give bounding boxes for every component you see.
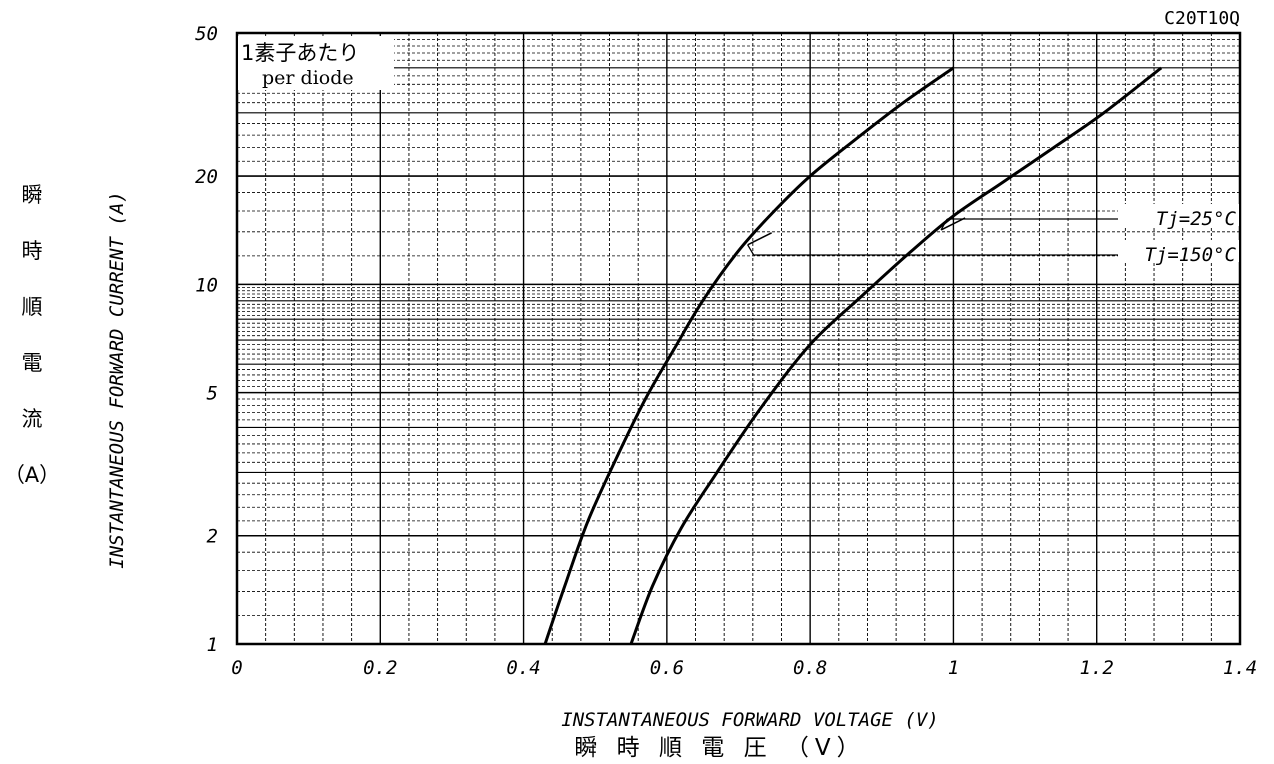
x-tick-label: 0 [231, 657, 242, 679]
x-tick-label: 1.2 [1080, 657, 1114, 679]
y-axis-title-jp-char: 時 [22, 239, 43, 263]
y-tick-label: 5 [207, 383, 218, 405]
chart-curves [543, 66, 1163, 645]
curve-tj-25-c [629, 66, 1163, 645]
x-tick-label: 1.4 [1223, 657, 1257, 679]
model-label: C20T10Q [1164, 8, 1240, 29]
y-tick-label: 1 [207, 634, 218, 656]
annotation-pointer [940, 217, 966, 231]
y-axis-title-jp-char: 電 [22, 351, 43, 375]
annotation-label-bg [1118, 204, 1239, 226]
x-axis-ticks: 0 0.2 0.4 0.6 0.8 1 1.2 1.4 [231, 657, 1257, 679]
y-axis-title-jp-char: （A） [4, 463, 60, 487]
y-tick-label: 2 [207, 526, 218, 548]
x-tick-label: 0.8 [793, 657, 827, 679]
x-axis-title-jp: 瞬 時 順 電 圧 （V） [574, 735, 865, 761]
annotation-label: Tj=25°C [1156, 208, 1237, 230]
x-tick-label: 0.4 [506, 657, 540, 679]
annotation-label-bg [1118, 240, 1239, 262]
y-tick-label: 20 [195, 166, 218, 188]
y-axis-ticks: 1 2 5 10 20 50 [195, 23, 218, 656]
y-axis-title: INSTANTANEOUS FORWARD CURRENT (A) [106, 191, 128, 569]
x-tick-label: 0.6 [650, 657, 684, 679]
note-box [238, 36, 394, 90]
annotation-label: Tj=150°C [1144, 244, 1236, 266]
note-line-jp: 1素子あたり [241, 41, 359, 65]
x-tick-label: 1 [948, 657, 959, 679]
x-axis-title: INSTANTANEOUS FORWARD VOLTAGE (V) [561, 709, 939, 731]
curve-annotations: Tj=25°C Tj=150°C [747, 204, 1239, 266]
annotation-pointer-join [940, 218, 948, 231]
y-tick-label: 50 [195, 23, 218, 45]
chart-grid [237, 33, 1240, 644]
x-tick-label: 0.2 [363, 657, 397, 679]
y-axis-title-jp-char: 瞬 [22, 183, 43, 207]
annotation-pointer-join [747, 244, 755, 256]
y-axis-title-jp-char: 流 [22, 407, 43, 431]
note-line-en: per diode [262, 67, 354, 89]
y-axis-title-jp-char: 順 [22, 295, 43, 319]
curve-tj-150-c [543, 66, 955, 645]
plot-area-frame [235, 31, 1242, 646]
y-tick-label: 10 [195, 274, 218, 296]
annotation-pointer [747, 232, 772, 246]
